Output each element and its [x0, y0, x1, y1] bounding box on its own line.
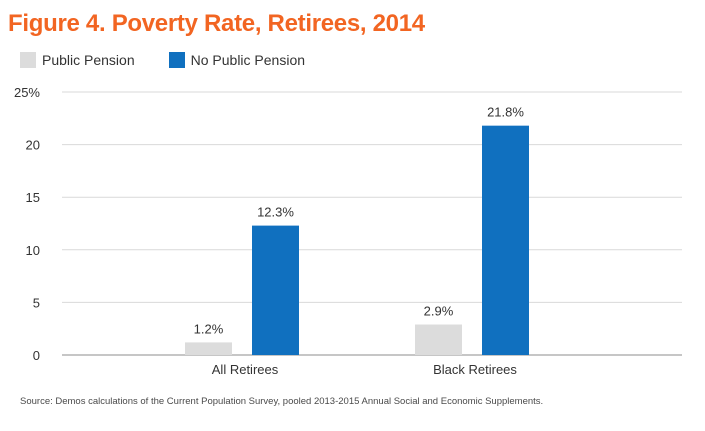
legend-swatch-public-pension — [20, 52, 36, 68]
source-note: Source: Demos calculations of the Curren… — [20, 396, 544, 407]
legend-item-public-pension: Public Pension — [20, 52, 135, 68]
chart-title: Figure 4. Poverty Rate, Retirees, 2014 — [8, 10, 425, 37]
legend: Public Pension No Public Pension — [20, 52, 339, 68]
bar-no-public-pension-0 — [252, 225, 299, 355]
y-tick-label: 20 — [26, 138, 40, 153]
y-tick-label: 10 — [26, 243, 40, 258]
bar-no-public-pension-1 — [482, 125, 529, 355]
y-tick-label: 25% — [14, 85, 40, 100]
legend-swatch-no-public-pension — [168, 52, 185, 68]
y-tick-label: 0 — [33, 348, 40, 363]
x-tick-label: Black Retirees — [433, 362, 517, 377]
bar-value-label: 1.2% — [194, 321, 224, 336]
x-tick-label: All Retirees — [212, 362, 279, 377]
bar-value-label: 21.8% — [487, 105, 524, 120]
legend-label-public-pension: Public Pension — [42, 52, 135, 68]
bar-public-pension-1 — [415, 324, 462, 355]
legend-item-no-public-pension: No Public Pension — [168, 52, 306, 68]
bar-value-label: 2.9% — [424, 303, 454, 318]
legend-label-no-public-pension: No Public Pension — [190, 52, 306, 68]
bar-public-pension-0 — [185, 342, 232, 355]
bar-value-label: 12.3% — [257, 205, 294, 220]
y-tick-label: 5 — [33, 295, 40, 310]
y-tick-label: 15 — [26, 190, 40, 205]
